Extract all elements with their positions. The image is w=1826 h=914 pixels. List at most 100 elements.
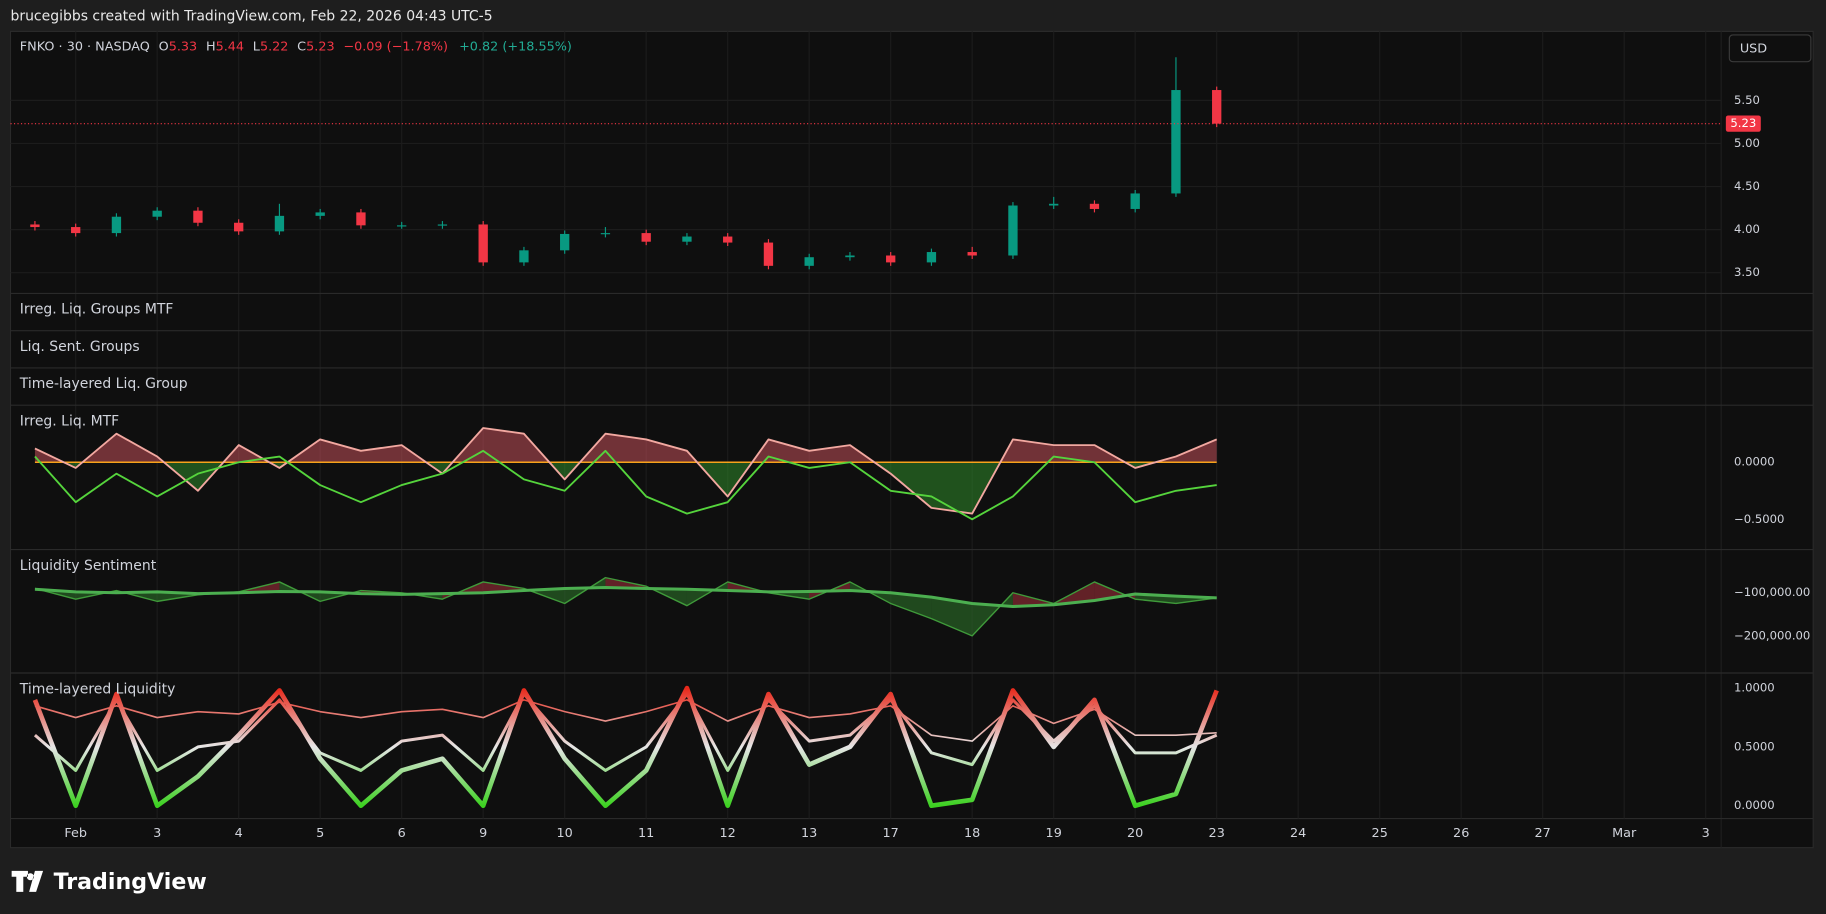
candle-body (845, 255, 855, 258)
candle-body (1089, 203, 1100, 209)
candle-body (886, 255, 896, 263)
ohlc-label: H (206, 39, 216, 54)
x-tick-label: 23 (1209, 826, 1225, 841)
brand-logo (11, 870, 44, 892)
y-tick-label: 4.50 (1734, 179, 1760, 193)
x-tick-label: 27 (1535, 826, 1551, 841)
candle-body (397, 225, 407, 227)
candle-body (30, 224, 40, 228)
candle-body (1212, 90, 1222, 124)
x-tick-label: 17 (883, 826, 899, 841)
x-tick-label: Mar (1612, 826, 1637, 841)
x-tick-label: 6 (398, 826, 406, 841)
candle-body (967, 252, 977, 256)
candle-body (1049, 203, 1059, 206)
ohlc-value: 5.22 (260, 39, 289, 54)
indicator-line (34, 449, 1217, 521)
x-tick-label: 3 (1702, 826, 1710, 841)
credit-text: brucegibbs created with TradingView.com,… (10, 8, 492, 24)
x-tick-label: 19 (1046, 826, 1062, 841)
x-tick-label: 11 (638, 826, 654, 841)
candle-body (804, 257, 814, 266)
candle-body (193, 210, 203, 223)
candle-body (723, 236, 733, 243)
fill-area (931, 597, 973, 636)
chart-frame (9, 30, 1814, 849)
ohlc-value: 5.44 (216, 39, 245, 54)
indicator-line (34, 586, 1217, 609)
pane-title: Liq. Sent. Groups (20, 339, 140, 355)
y-tick-label: 5.50 (1734, 93, 1760, 107)
candle-body (71, 227, 81, 234)
x-tick-label: 13 (801, 826, 817, 841)
x-tick-label: 4 (235, 826, 243, 841)
candle-body (560, 233, 570, 251)
y-tick-label: 1.0000 (1734, 681, 1775, 695)
x-tick-label: 10 (557, 826, 573, 841)
currency-button[interactable] (1728, 34, 1812, 63)
candle-body (641, 233, 651, 242)
y-tick-label: 5.00 (1734, 136, 1760, 150)
ohlc-label: L (253, 39, 261, 54)
candle-body (152, 210, 162, 217)
indicator-line (34, 699, 1217, 742)
x-tick-label: 5 (316, 826, 324, 841)
candle-body (478, 224, 488, 263)
x-tick-label: 25 (1372, 826, 1388, 841)
candle-body (1008, 205, 1018, 256)
change: −0.09 (−1.78%) (343, 39, 448, 54)
x-tick-label: 12 (720, 826, 736, 841)
candle-body (1171, 90, 1181, 194)
brand-name: TradingView (54, 869, 207, 895)
pane-title: Time-layered Liq. Group (19, 376, 188, 392)
candle-body (926, 252, 937, 263)
candle-body (682, 236, 692, 242)
y-tick-label: −0.5000 (1734, 512, 1784, 526)
x-tick-label: 3 (153, 826, 161, 841)
y-tick-label: 0.5000 (1734, 739, 1775, 753)
indicator-line (34, 427, 1218, 515)
y-tick-label: 3.50 (1734, 265, 1760, 279)
candle-body (763, 242, 774, 266)
x-tick-label: 18 (964, 826, 980, 841)
x-tick-label: 24 (1290, 826, 1306, 841)
candle-body (274, 215, 285, 232)
last-price-badge (1725, 115, 1761, 132)
x-tick-label: 9 (479, 826, 487, 841)
ohlc-value: 5.33 (169, 39, 198, 54)
y-tick-label: −100,000.00 (1734, 585, 1810, 599)
candle-body (356, 212, 366, 226)
candle-body (519, 250, 529, 263)
pane-title: Liquidity Sentiment (20, 558, 157, 574)
change-extended: +0.82 (+18.55%) (459, 39, 572, 54)
pane-title: Irreg. Liq. Groups MTF (20, 302, 174, 318)
x-tick-label: Feb (64, 826, 87, 841)
symbol: FNKO · 30 · NASDAQ (20, 39, 150, 54)
ohlc-value: 5.23 (306, 39, 335, 54)
candle-body (315, 212, 325, 216)
fill-area (890, 592, 932, 619)
data-layer (10, 57, 1722, 809)
y-tick-label: −200,000.00 (1734, 628, 1810, 642)
ohlc-label: C (297, 39, 306, 54)
x-tick-label: 20 (1127, 826, 1143, 841)
pane-title: Time-layered Liquidity (19, 681, 176, 697)
ohlc-label: O (159, 39, 169, 54)
y-tick-label: 0.0000 (1734, 455, 1775, 469)
y-tick-label: 4.00 (1734, 222, 1760, 236)
x-tick-label: 26 (1453, 826, 1469, 841)
pane-title: Irreg. Liq. MTF (20, 413, 119, 429)
candle-body (234, 222, 244, 232)
currency-label[interactable]: USD (1740, 41, 1767, 56)
candle-body (437, 224, 448, 226)
candle-body (1130, 193, 1140, 209)
y-tick-label: 0.0000 (1734, 798, 1775, 812)
fill-area (1012, 592, 1054, 607)
fill-area (34, 428, 1217, 463)
candle-body (600, 233, 611, 235)
last-price-label: 5.23 (1730, 116, 1756, 130)
candle-body (111, 216, 122, 234)
text-layer: FNKO · 30 · NASDAQ O5.33 H5.44 L5.22 C5.… (11, 34, 1812, 895)
